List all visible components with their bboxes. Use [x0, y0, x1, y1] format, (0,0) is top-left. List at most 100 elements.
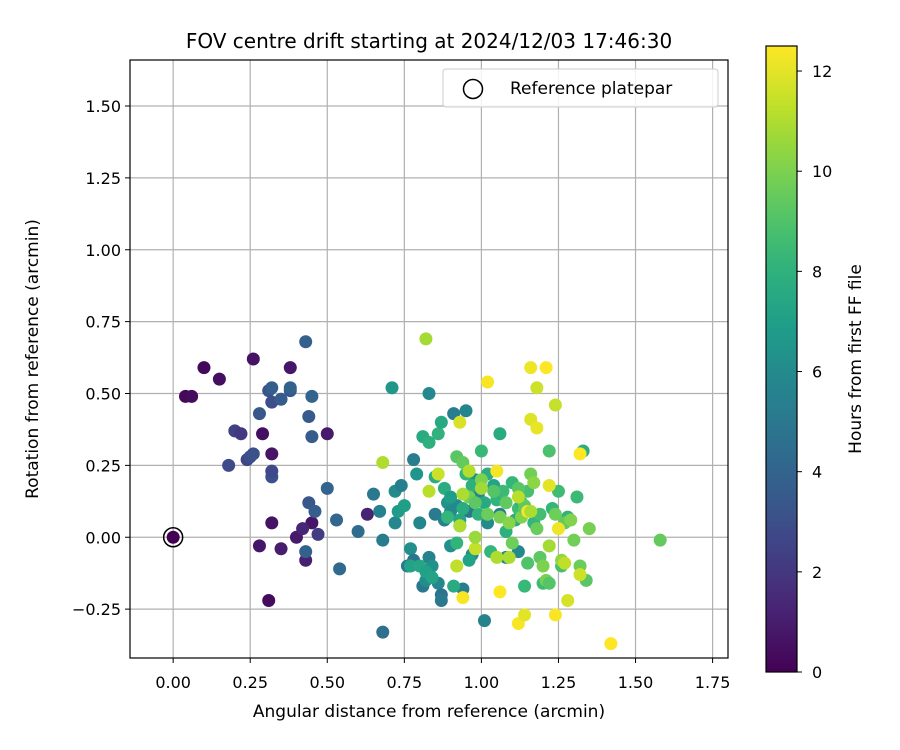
colorbar-gradient	[766, 46, 797, 672]
scatter-point	[582, 522, 596, 536]
legend: Reference platepar	[442, 68, 719, 108]
scatter-point	[456, 591, 470, 605]
y-tick-label: 1.00	[85, 241, 121, 260]
scatter-point	[542, 539, 556, 553]
scatter-point	[542, 444, 556, 458]
y-tick-label: 0.00	[85, 528, 121, 547]
scatter-point	[351, 525, 365, 538]
scatter-point	[360, 507, 374, 521]
scatter-point	[518, 608, 532, 622]
scatter-point	[333, 562, 347, 576]
scatter-point	[311, 527, 325, 541]
scatter-point	[456, 502, 470, 515]
scatter-point	[252, 407, 266, 421]
scatter-point	[468, 542, 482, 556]
scatter-point	[542, 479, 556, 492]
x-tick-label: 1.50	[618, 673, 654, 692]
scatter-point	[453, 415, 467, 429]
scatter-point	[564, 513, 578, 527]
scatter-points	[166, 332, 667, 651]
x-tick-label: 0.25	[232, 673, 268, 692]
scatter-point	[305, 430, 319, 444]
scatter-point	[496, 484, 510, 498]
scatter-point	[502, 516, 516, 530]
scatter-point	[471, 507, 485, 521]
scatter-point	[527, 476, 541, 490]
x-tick-label: 0.50	[309, 673, 345, 692]
scatter-point	[296, 522, 310, 536]
scatter-point	[490, 464, 504, 478]
scatter-point	[299, 545, 313, 559]
scatter-point	[197, 361, 211, 375]
scatter-point	[431, 467, 445, 481]
colorbar-tick-label: 6	[812, 363, 822, 382]
colorbar-tick-label: 0	[812, 663, 822, 682]
scatter-point	[265, 516, 279, 530]
y-tick-label: 0.50	[85, 385, 121, 404]
colorbar-ticks: 0 2 4 6 8 10 12	[797, 62, 832, 682]
scatter-point	[283, 381, 297, 395]
scatter-point	[530, 522, 544, 536]
scatter-point	[542, 576, 556, 590]
y-tick-label: 0.25	[85, 456, 121, 475]
scatter-point	[530, 381, 544, 395]
scatter-point	[477, 614, 491, 628]
scatter-point	[404, 542, 418, 556]
scatter-point	[459, 404, 473, 418]
scatter-point	[308, 504, 322, 518]
x-axis-label: Angular distance from reference (arcmin)	[253, 702, 605, 722]
scatter-point	[539, 361, 553, 375]
scatter-point	[410, 467, 424, 481]
scatter-point	[422, 484, 436, 498]
scatter-point	[320, 481, 334, 495]
scatter-point	[444, 490, 458, 504]
scatter-point	[462, 464, 476, 478]
scatter-point	[468, 496, 482, 510]
scatter-point	[305, 389, 319, 403]
scatter-point	[521, 556, 535, 570]
scatter-point	[548, 398, 562, 412]
scatter-point	[252, 539, 266, 553]
scatter-point	[474, 481, 488, 495]
scatter-point	[330, 513, 344, 527]
scatter-point	[265, 447, 279, 461]
colorbar-tick-label: 12	[812, 62, 832, 81]
scatter-point	[447, 579, 461, 593]
scatter-point	[246, 447, 260, 461]
scatter-point	[434, 594, 448, 607]
scatter-point	[299, 335, 313, 349]
scatter-point	[573, 447, 587, 461]
scatter-point	[385, 381, 399, 395]
scatter-point	[653, 533, 667, 547]
scatter-point	[422, 435, 436, 449]
chart-title: FOV centre drift starting at 2024/12/03 …	[186, 29, 672, 53]
scatter-point	[246, 352, 260, 366]
scatter-point	[481, 507, 495, 521]
scatter-point	[373, 504, 387, 518]
y-tick-label: −0.25	[72, 600, 121, 619]
scatter-point	[376, 456, 390, 469]
scatter-point	[434, 415, 448, 429]
scatter-point	[499, 496, 513, 510]
legend-reference-marker	[462, 78, 484, 100]
scatter-point	[456, 487, 470, 501]
y-tick-label: 0.75	[85, 313, 121, 332]
scatter-point	[283, 361, 297, 375]
scatter-point	[468, 530, 482, 544]
colorbar-frame	[765, 45, 798, 673]
legend-box	[442, 68, 719, 108]
scatter-point	[551, 522, 565, 536]
colorbar-label: Hours from first FF file	[846, 264, 866, 454]
colorbar-tick-label: 4	[812, 463, 822, 482]
scatter-point	[530, 421, 544, 435]
scatter-point	[487, 484, 501, 498]
scatter-point	[425, 571, 439, 584]
scatter-point	[407, 453, 421, 467]
x-tick-label: 1.25	[541, 673, 577, 692]
scatter-point	[212, 372, 226, 386]
scatter-point	[440, 510, 454, 524]
scatter-point	[274, 542, 288, 556]
scatter-point	[604, 637, 618, 651]
